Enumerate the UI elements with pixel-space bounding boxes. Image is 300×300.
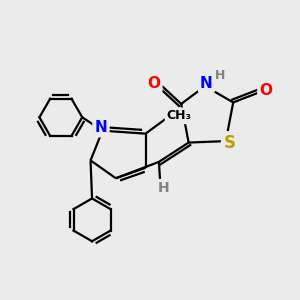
Text: N: N bbox=[94, 120, 107, 135]
Text: N: N bbox=[200, 76, 213, 91]
Text: H: H bbox=[215, 69, 225, 82]
Text: O: O bbox=[147, 76, 161, 91]
Text: S: S bbox=[224, 134, 236, 152]
Text: CH₃: CH₃ bbox=[167, 109, 192, 122]
Text: O: O bbox=[260, 83, 272, 98]
Text: H: H bbox=[158, 181, 169, 195]
